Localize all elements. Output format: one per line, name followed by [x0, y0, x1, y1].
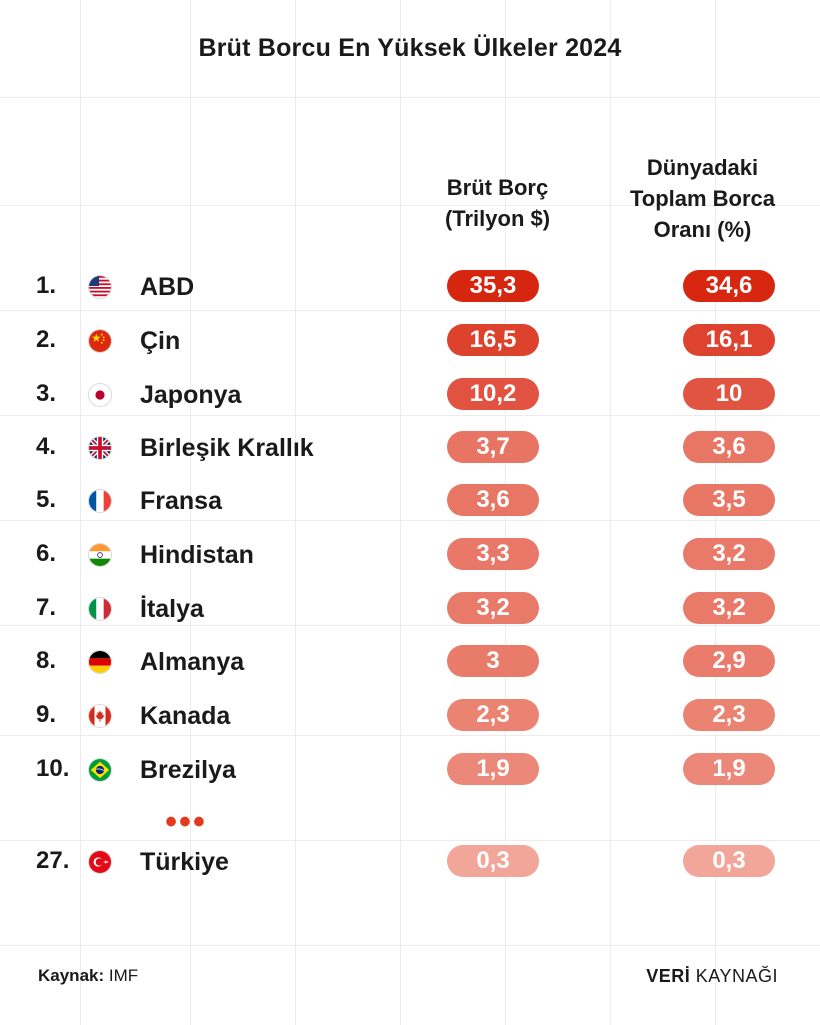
share-value-pill: 34,6 [683, 270, 775, 302]
rank-label: 4. [36, 433, 57, 460]
column-header-share: Dünyadaki Toplam Borca Oranı (%) [629, 155, 776, 242]
rank-label: 10. [36, 755, 70, 782]
debt-value-pill: 3,6 [447, 484, 539, 516]
debt-value-pill: 3,2 [447, 592, 539, 624]
table-row: 4. Birleşik Krallık 3,7 3,6 [0, 429, 820, 469]
source-note: Kaynak: IMF [38, 966, 138, 986]
country-name: İtalya [140, 595, 204, 623]
ca-flag-icon [88, 704, 112, 728]
table-row: 2. Çin 16,5 16,1 [0, 322, 820, 362]
brand-logo: VERİ KAYNAĞI [646, 966, 778, 987]
share-value-pill: 3,2 [683, 592, 775, 624]
rank-label: 27. [36, 847, 70, 874]
us-flag-icon [88, 275, 112, 299]
jp-flag-icon [88, 383, 112, 407]
debt-value-pill: 10,2 [447, 378, 539, 410]
share-value-pill: 0,3 [683, 845, 775, 877]
source-label: Kaynak: [38, 966, 105, 985]
table-row: 5. Fransa 3,6 3,5 [0, 482, 820, 522]
table-row: 8. Almanya 3 2,9 [0, 643, 820, 683]
share-value-pill: 10 [683, 378, 775, 410]
debt-value-pill: 35,3 [447, 270, 539, 302]
share-value-pill: 3,5 [683, 484, 775, 516]
rank-label: 3. [36, 380, 57, 407]
rank-label: 9. [36, 701, 57, 728]
gb-flag-icon [88, 436, 112, 460]
share-value-pill: 1,9 [683, 753, 775, 785]
fr-flag-icon [88, 489, 112, 513]
share-value-pill: 16,1 [683, 324, 775, 356]
chart-title: Brüt Borcu En Yüksek Ülkeler 2024 [198, 34, 622, 62]
country-name: Çin [140, 327, 181, 355]
table-row: 3. Japonya 10,2 10 [0, 376, 820, 416]
debt-value-pill: 3 [447, 645, 539, 677]
tr-flag-icon [88, 850, 112, 874]
share-value-pill: 2,9 [683, 645, 775, 677]
country-name: Hindistan [140, 541, 254, 569]
brand-bold: VERİ [646, 966, 691, 986]
debt-value-pill: 3,3 [447, 538, 539, 570]
debt-value-pill: 3,7 [447, 431, 539, 463]
table-row: 27. Türkiye 0,3 0,3 [0, 843, 820, 883]
table-row: 7. İtalya 3,2 3,2 [0, 590, 820, 630]
share-value-pill: 3,6 [683, 431, 775, 463]
country-name: Fransa [140, 487, 222, 515]
de-flag-icon [88, 650, 112, 674]
table-row: 6. Hindistan 3,3 3,2 [0, 536, 820, 576]
source-value: IMF [108, 966, 139, 985]
column-header-debt: Brüt Borç (Trilyon $) [444, 175, 551, 231]
share-value-pill: 2,3 [683, 699, 775, 731]
country-name: Brezilya [140, 756, 236, 784]
debt-value-pill: 0,3 [447, 845, 539, 877]
table-row: 10. Brezilya 1,9 1,9 [0, 751, 820, 791]
country-name: ABD [140, 273, 195, 301]
country-name: Türkiye [140, 848, 229, 876]
rank-label: 8. [36, 647, 57, 674]
country-name: Almanya [140, 648, 245, 676]
br-flag-icon [88, 758, 112, 782]
in-flag-icon [88, 543, 112, 567]
rank-label: 5. [36, 486, 57, 513]
ellipsis-dots: ••• [165, 803, 207, 841]
debt-value-pill: 1,9 [447, 753, 539, 785]
rank-label: 6. [36, 540, 57, 567]
table-row: 1. ABD 35,3 34,6 [0, 268, 820, 308]
debt-value-pill: 2,3 [447, 699, 539, 731]
brand-rest: KAYNAĞI [695, 966, 778, 986]
country-name: Kanada [140, 702, 231, 730]
it-flag-icon [88, 597, 112, 621]
rank-label: 2. [36, 326, 57, 353]
rank-label: 7. [36, 594, 57, 621]
country-name: Japonya [140, 381, 242, 409]
share-value-pill: 3,2 [683, 538, 775, 570]
country-name: Birleşik Krallık [140, 434, 314, 462]
debt-value-pill: 16,5 [447, 324, 539, 356]
cn-flag-icon [88, 329, 112, 353]
rank-label: 1. [36, 272, 57, 299]
table-row: 9. Kanada 2,3 2,3 [0, 697, 820, 737]
